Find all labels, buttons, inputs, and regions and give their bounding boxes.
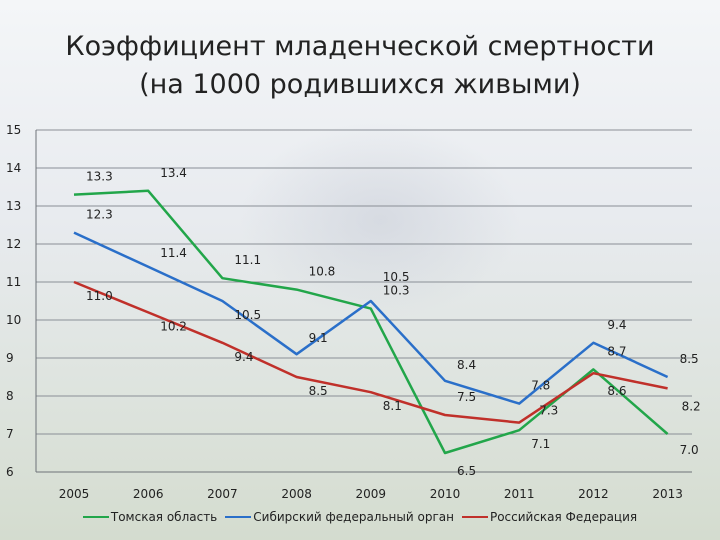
y-tick-label: 7 (6, 427, 14, 441)
y-tick-label: 10 (6, 313, 21, 327)
y-tick-label: 11 (6, 275, 21, 289)
data-label: 7.8 (531, 379, 550, 393)
x-tick-label: 2010 (430, 487, 461, 501)
chart-title-line2: (на 1000 родившихся живыми) (139, 69, 581, 100)
data-label: 9.1 (309, 331, 328, 345)
data-label: 13.3 (86, 170, 113, 184)
data-label: 10.5 (383, 270, 410, 284)
legend-swatch (461, 516, 488, 518)
legend-item-2: Российская Федерация (461, 510, 638, 524)
data-label: 8.4 (457, 358, 476, 372)
y-tick-label: 13 (6, 199, 21, 213)
data-label: 8.1 (383, 399, 402, 413)
data-label: 8.5 (309, 384, 328, 398)
x-tick-label: 2012 (578, 487, 609, 501)
y-tick-label: 12 (6, 237, 21, 251)
y-tick-label: 15 (6, 123, 21, 137)
series-line-2 (73, 280, 668, 424)
chart-legend: Томская область Сибирский федеральный орг… (0, 510, 720, 524)
data-label: 7.0 (680, 443, 699, 457)
data-label: 7.1 (531, 437, 550, 451)
x-tick-label: 2011 (504, 487, 535, 501)
x-tick-label: 2009 (356, 487, 387, 501)
data-label: 9.4 (234, 350, 253, 364)
x-tick-label: 2006 (133, 487, 164, 501)
data-label: 10.5 (234, 308, 261, 322)
data-label: 8.6 (607, 384, 626, 398)
data-label: 10.2 (160, 319, 187, 333)
data-label: 6.5 (457, 464, 476, 478)
data-label: 13.4 (160, 166, 187, 180)
legend-label: Томская область (110, 510, 218, 524)
data-label: 9.4 (607, 318, 626, 332)
legend-label: Российская Федерация (489, 510, 638, 524)
series-line-1 (73, 231, 669, 405)
data-label: 11.4 (160, 246, 187, 260)
x-tick-label: 2008 (281, 487, 312, 501)
y-tick-label: 8 (6, 389, 14, 403)
data-label: 10.8 (309, 265, 336, 279)
data-label: 8.5 (680, 352, 699, 366)
data-label: 8.7 (607, 344, 626, 358)
legend-swatch (82, 516, 109, 518)
legend-swatch (225, 516, 252, 518)
data-label: 12.3 (86, 208, 113, 222)
y-tick-label: 9 (6, 351, 14, 365)
data-label: 11.1 (234, 253, 261, 267)
data-label: 7.5 (457, 390, 476, 404)
data-label: 11.0 (86, 289, 113, 303)
x-tick-label: 2005 (59, 487, 90, 501)
x-tick-label: 2007 (207, 487, 238, 501)
legend-item-0: Томская область (82, 510, 218, 524)
chart-title: Коэффициент младенческой смертности (на … (0, 28, 720, 104)
data-label: 7.3 (539, 404, 558, 418)
data-label: 10.3 (383, 284, 410, 298)
legend-label: Сибирский федеральный орган (253, 510, 454, 524)
x-tick-label: 2013 (652, 487, 683, 501)
y-tick-label: 6 (6, 465, 14, 479)
y-tick-label: 14 (6, 161, 21, 175)
data-label: 8.2 (682, 399, 701, 413)
legend-item-1: Сибирский федеральный орган (225, 510, 454, 524)
chart-title-line1: Коэффициент младенческой смертности (65, 31, 655, 62)
